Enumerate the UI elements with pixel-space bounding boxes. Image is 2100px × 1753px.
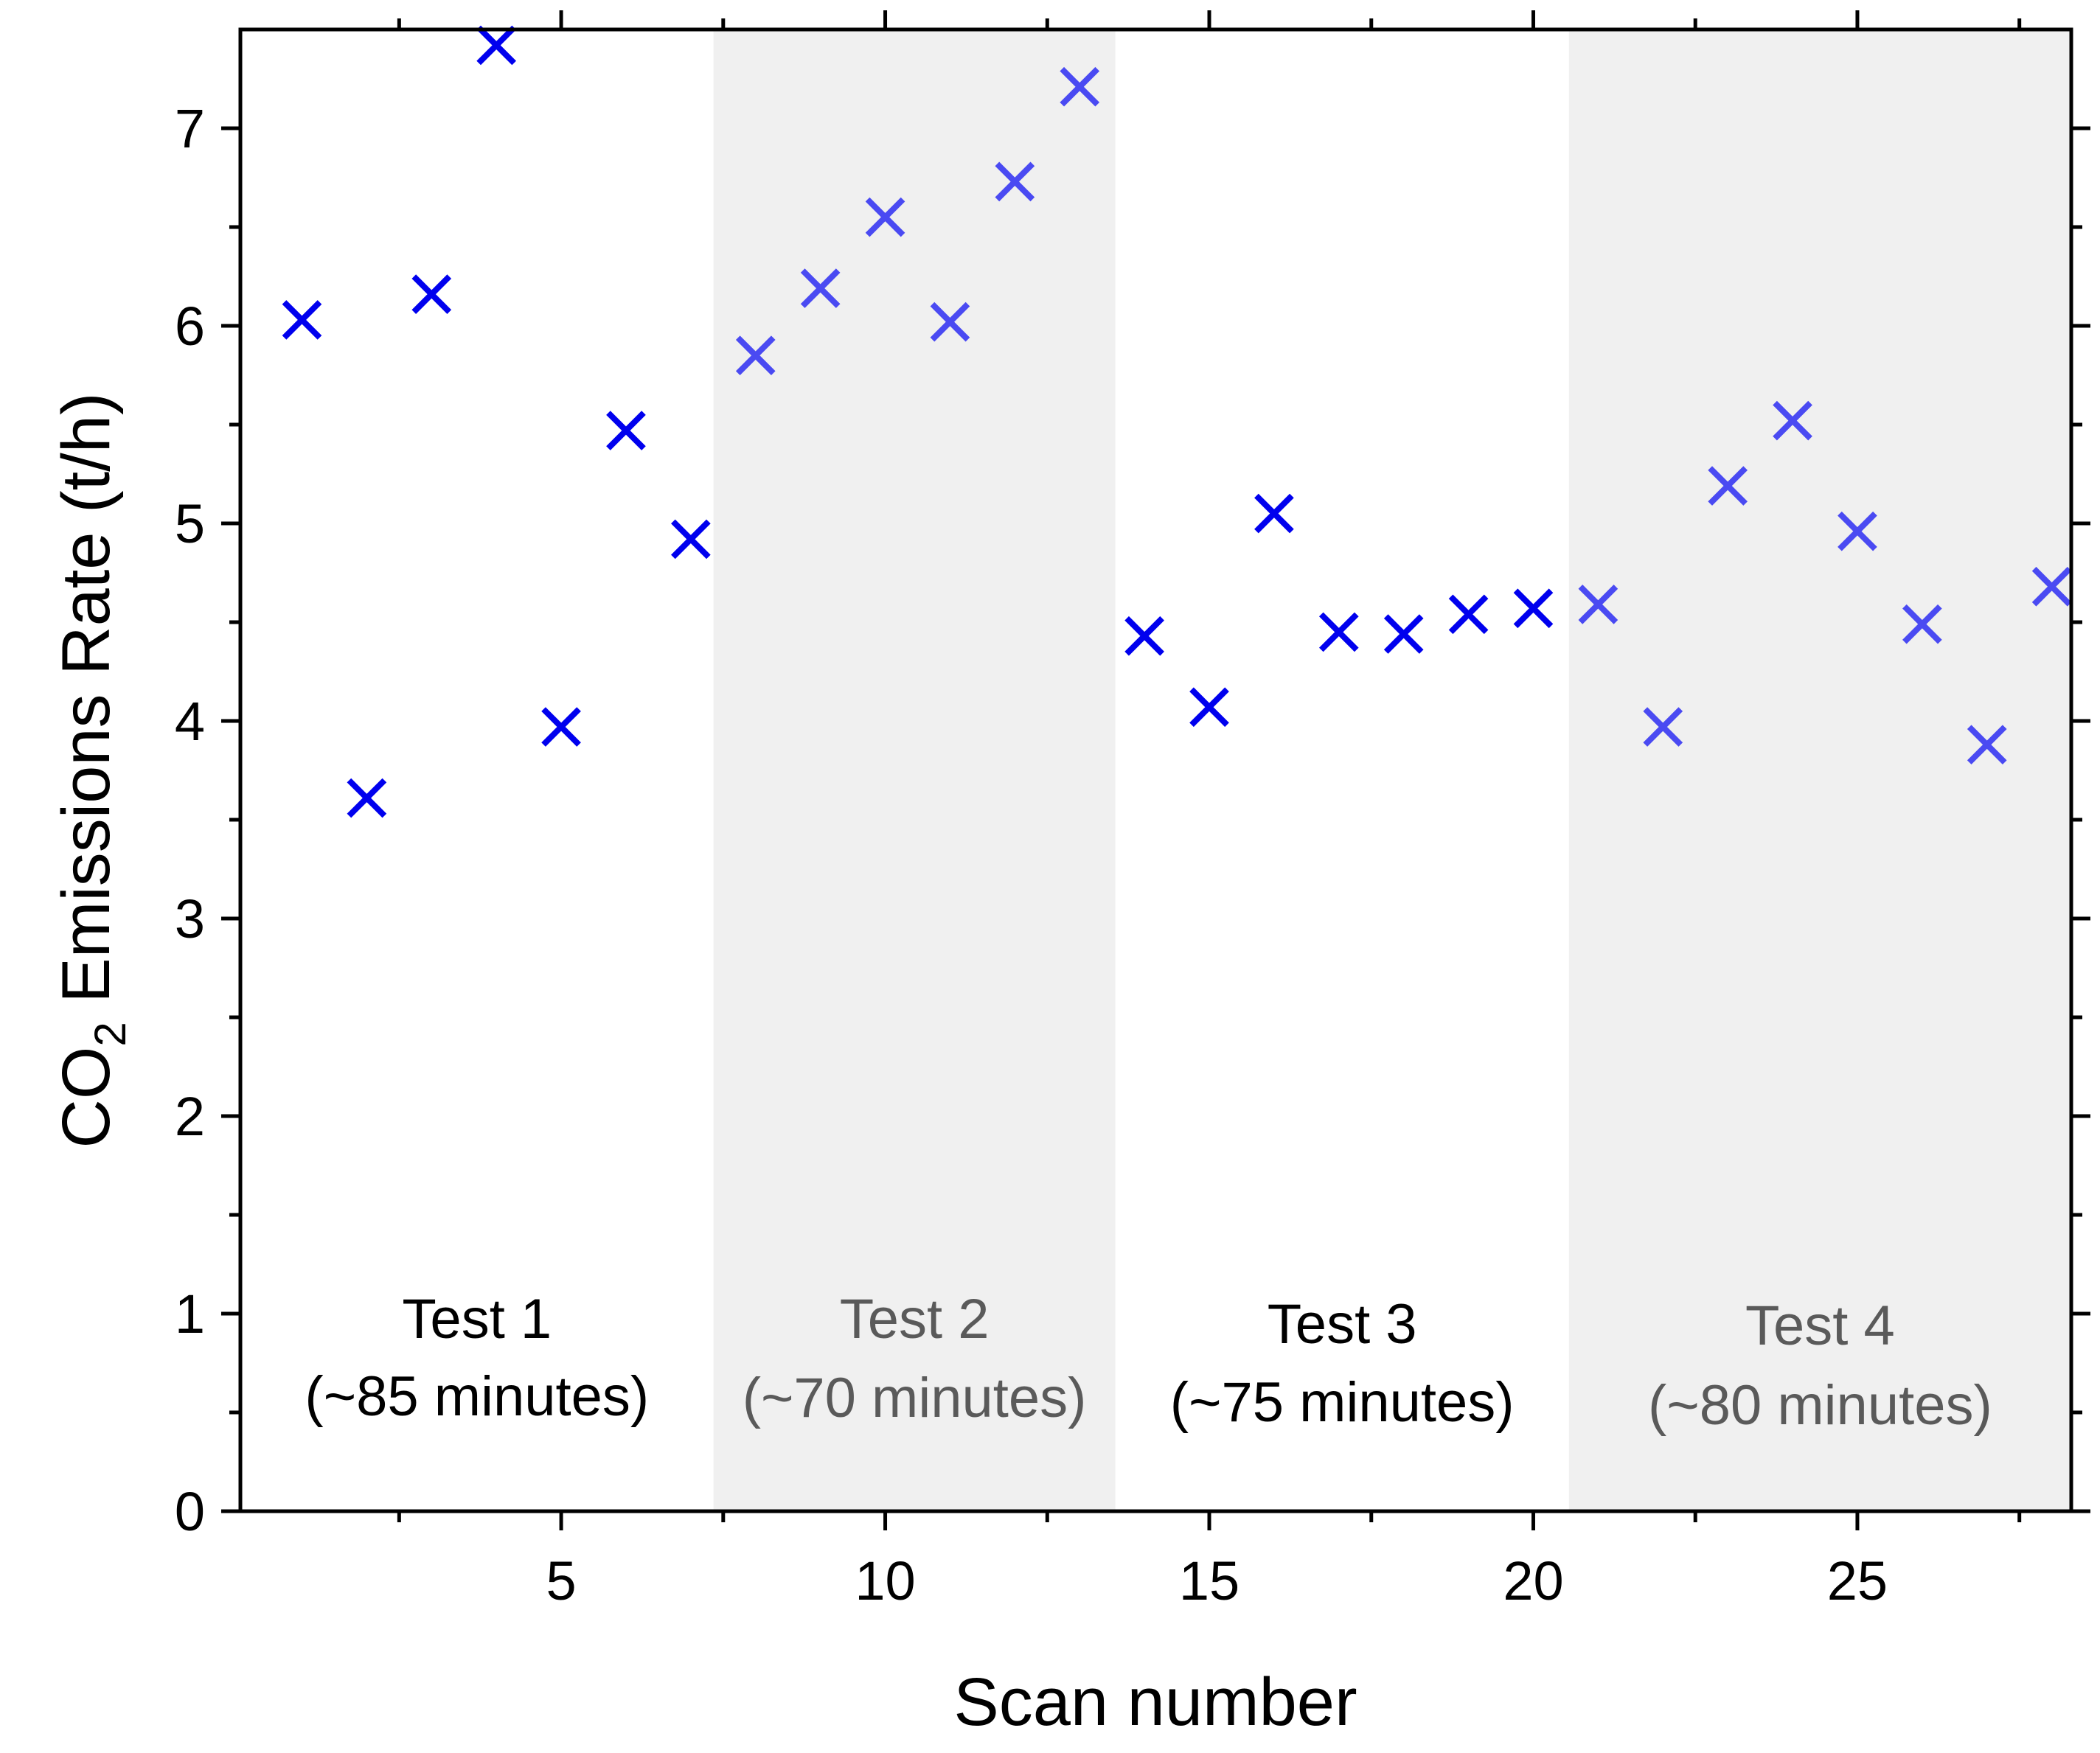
data-point bbox=[1773, 400, 1812, 441]
y-tick-label: 3 bbox=[175, 888, 205, 949]
data-point bbox=[1708, 466, 1748, 506]
data-point bbox=[347, 778, 387, 818]
data-point bbox=[606, 411, 646, 450]
region-name-label: Test 2 bbox=[840, 1288, 990, 1351]
data-point bbox=[1902, 604, 1942, 644]
region-labels: Test 1 (~85 minutes) Test 2 (~70 minutes) Te… bbox=[305, 1288, 1992, 1437]
data-point bbox=[1967, 725, 2007, 764]
data-point bbox=[1578, 585, 1619, 624]
plot-frame bbox=[238, 27, 2073, 1513]
data-point bbox=[930, 302, 970, 342]
data-point bbox=[1318, 612, 1359, 652]
region-duration-label: (~70 minutes) bbox=[743, 1367, 1087, 1429]
data-point bbox=[2031, 566, 2072, 607]
axis-labels: 5 10 15 20 25 0 1 2 3 4 5 6 7 bbox=[175, 98, 1888, 1611]
x-tick-label: 25 bbox=[1827, 1550, 1888, 1611]
data-point bbox=[1513, 588, 1554, 629]
region-shade-2 bbox=[713, 29, 1116, 1511]
x-tick-label: 10 bbox=[855, 1550, 915, 1611]
y-tick-label: 4 bbox=[175, 691, 205, 752]
y-axis-title-main: CO bbox=[49, 1047, 124, 1149]
data-point bbox=[995, 161, 1035, 202]
data-point bbox=[541, 707, 581, 747]
x-tick-label: 20 bbox=[1503, 1550, 1563, 1611]
y-axis-title: CO2 Emissions Rate (t/h) bbox=[49, 392, 135, 1148]
data-point bbox=[1383, 614, 1424, 654]
region-name-label: Test 4 bbox=[1745, 1294, 1895, 1357]
data-point bbox=[1838, 511, 1877, 551]
region-duration-label: (~85 minutes) bbox=[305, 1365, 649, 1428]
x-tick-label: 5 bbox=[546, 1550, 576, 1611]
region-duration-label: (~80 minutes) bbox=[1648, 1374, 1992, 1437]
data-points bbox=[282, 25, 2072, 818]
y-tick-label: 5 bbox=[175, 493, 205, 554]
data-point bbox=[1189, 687, 1229, 728]
data-point bbox=[1254, 493, 1294, 534]
data-point bbox=[476, 25, 517, 66]
y-axis-title-subscript: 2 bbox=[86, 1022, 135, 1046]
y-tick-label: 7 bbox=[175, 98, 205, 159]
region-name-label: Test 3 bbox=[1268, 1293, 1417, 1356]
region-shade-4 bbox=[1568, 29, 2071, 1511]
data-point bbox=[1124, 616, 1164, 656]
data-point bbox=[1448, 594, 1489, 635]
data-point bbox=[282, 300, 322, 340]
y-tick-label: 0 bbox=[175, 1481, 205, 1542]
data-point bbox=[800, 268, 841, 308]
data-point bbox=[865, 197, 905, 237]
data-point bbox=[671, 519, 711, 560]
y-tick-label: 2 bbox=[175, 1086, 205, 1147]
data-point bbox=[1643, 707, 1683, 747]
data-point bbox=[411, 274, 452, 314]
axis-ticks bbox=[221, 10, 2090, 1530]
y-tick-label: 6 bbox=[175, 296, 205, 357]
y-tick-label: 1 bbox=[175, 1283, 205, 1345]
x-tick-label: 15 bbox=[1179, 1550, 1240, 1611]
x-axis-title: Scan number bbox=[953, 1665, 1357, 1740]
test-regions bbox=[713, 29, 2071, 1511]
data-point bbox=[735, 335, 776, 376]
region-duration-label: (~75 minutes) bbox=[1170, 1371, 1515, 1434]
region-name-label: Test 1 bbox=[402, 1288, 552, 1351]
y-axis-title-rest: Emissions Rate (t/h) bbox=[49, 392, 124, 1022]
data-point bbox=[1060, 66, 1100, 107]
